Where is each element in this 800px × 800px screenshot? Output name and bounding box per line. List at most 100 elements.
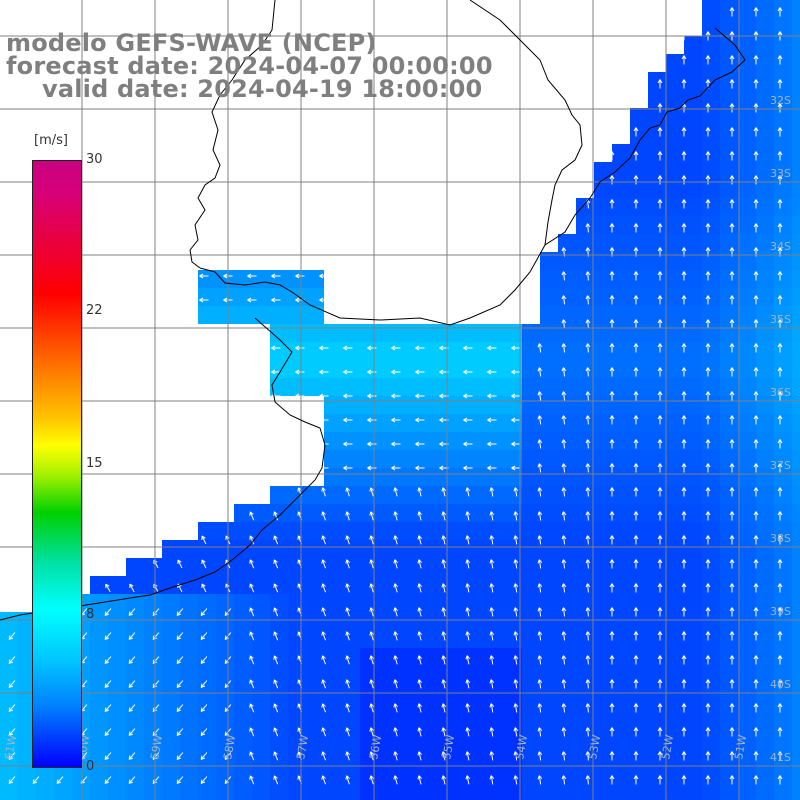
wind-cell <box>288 306 306 324</box>
wind-arrow <box>104 728 112 736</box>
wind-cell <box>252 540 270 558</box>
wind-cell <box>612 540 630 558</box>
wind-arrow <box>609 535 615 545</box>
wind-cell <box>450 432 468 450</box>
wind-arrow <box>393 487 398 497</box>
wind-arrow <box>201 559 207 569</box>
wind-cell <box>792 162 800 180</box>
wind-cell <box>270 792 288 800</box>
wind-cell <box>630 360 648 378</box>
wind-arrow <box>753 607 759 617</box>
wind-cell <box>612 666 630 684</box>
wind-arrow <box>753 367 759 377</box>
wind-cell <box>216 522 234 540</box>
wind-arrow <box>441 631 447 641</box>
wind-arrow <box>681 391 687 401</box>
wind-arrow <box>705 751 711 761</box>
wind-cell <box>396 720 414 738</box>
wind-cell <box>288 792 306 800</box>
wind-cell <box>342 558 360 576</box>
wind-arrow <box>585 295 591 305</box>
wind-arrow <box>200 704 208 712</box>
wind-cell <box>270 702 288 720</box>
wind-cell <box>162 792 180 800</box>
wind-cell <box>18 792 36 800</box>
wind-arrow <box>777 175 783 185</box>
wind-cell <box>198 792 216 800</box>
wind-cell <box>180 630 198 648</box>
wind-cell <box>720 612 738 630</box>
wind-cell <box>162 558 180 576</box>
wind-arrow <box>585 751 591 761</box>
wind-arrow <box>753 223 759 233</box>
wind-cell <box>504 324 522 342</box>
wind-cell <box>720 360 738 378</box>
wind-cell <box>594 612 612 630</box>
wind-cell <box>666 270 684 288</box>
wind-cell <box>432 666 450 684</box>
wind-arrow <box>321 679 326 689</box>
wind-cell <box>648 648 666 666</box>
wind-arrow <box>8 704 16 712</box>
wind-cell <box>684 36 702 54</box>
wind-cell <box>720 342 738 360</box>
wind-cell <box>324 792 342 800</box>
wind-arrow <box>657 751 663 761</box>
wind-cell <box>414 558 432 576</box>
wind-cell <box>108 720 126 738</box>
wind-cell <box>648 108 666 126</box>
wind-arrow <box>633 295 639 305</box>
wind-cell <box>486 792 504 800</box>
wind-arrow <box>633 655 639 665</box>
wind-arrow <box>463 465 473 471</box>
wind-cell <box>792 234 800 252</box>
wind-cell <box>504 342 522 360</box>
wind-arrow <box>681 607 687 617</box>
wind-cell <box>684 792 702 800</box>
wind-arrow <box>487 417 497 423</box>
wind-cell <box>648 216 666 234</box>
wind-cell <box>612 702 630 720</box>
wind-cell <box>396 360 414 378</box>
wind-cell <box>252 666 270 684</box>
wind-cell <box>378 540 396 558</box>
longitude-label: 56W <box>367 734 384 761</box>
wind-arrow <box>585 367 591 377</box>
wind-cell <box>378 756 396 774</box>
wind-arrow <box>777 703 783 713</box>
wind-cell <box>306 666 324 684</box>
colorbar-tick-0: 0 <box>86 759 95 774</box>
wind-cell <box>414 612 432 630</box>
wind-cell <box>666 414 684 432</box>
wind-cell <box>522 756 540 774</box>
wind-cell <box>576 288 594 306</box>
wind-cell <box>756 774 774 792</box>
wind-cell <box>792 648 800 666</box>
wind-cell <box>522 450 540 468</box>
wind-cell <box>414 792 432 800</box>
wind-arrow <box>633 607 639 617</box>
wind-arrow <box>705 583 711 593</box>
wind-cell <box>756 216 774 234</box>
wind-cell <box>594 522 612 540</box>
wind-arrow <box>777 127 783 137</box>
wind-arrow <box>369 655 374 665</box>
wind-arrow <box>729 55 735 65</box>
wind-cell <box>630 774 648 792</box>
wind-arrow <box>513 607 519 617</box>
wind-cell <box>540 774 558 792</box>
wind-arrow <box>753 415 759 425</box>
wind-cell <box>666 162 684 180</box>
wind-arrow <box>609 583 615 593</box>
wind-cell <box>162 738 180 756</box>
wind-arrow <box>585 607 591 617</box>
wind-arrow <box>585 391 591 401</box>
wind-cell <box>126 756 144 774</box>
wind-cell <box>684 666 702 684</box>
longitude-label: 52W <box>659 734 676 761</box>
wind-cell <box>162 576 180 594</box>
wind-arrow <box>200 656 208 664</box>
wind-cell <box>414 720 432 738</box>
wind-cell <box>756 288 774 306</box>
wind-arrow <box>561 559 567 569</box>
